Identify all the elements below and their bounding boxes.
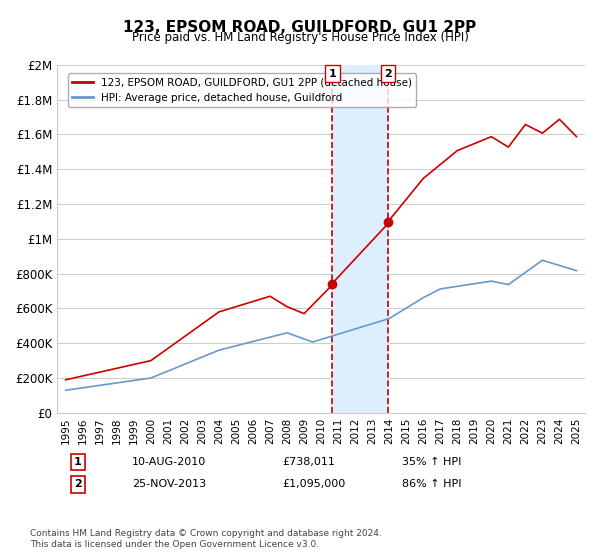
Text: £738,011: £738,011 (282, 457, 335, 467)
Text: 2: 2 (74, 479, 82, 489)
Bar (332, 65, 388, 413)
Text: 10-AUG-2010: 10-AUG-2010 (132, 457, 206, 467)
Text: Price paid vs. HM Land Registry's House Price Index (HPI): Price paid vs. HM Land Registry's House … (131, 31, 469, 44)
Text: 25-NOV-2013: 25-NOV-2013 (132, 479, 206, 489)
Text: 1: 1 (329, 68, 337, 78)
Text: 35% ↑ HPI: 35% ↑ HPI (402, 457, 461, 467)
Text: Contains HM Land Registry data © Crown copyright and database right 2024.
This d: Contains HM Land Registry data © Crown c… (30, 529, 382, 549)
Text: 1: 1 (74, 457, 82, 467)
Legend: 123, EPSOM ROAD, GUILDFORD, GU1 2PP (detached house), HPI: Average price, detach: 123, EPSOM ROAD, GUILDFORD, GU1 2PP (det… (68, 73, 416, 107)
Text: 86% ↑ HPI: 86% ↑ HPI (402, 479, 461, 489)
Text: 123, EPSOM ROAD, GUILDFORD, GU1 2PP: 123, EPSOM ROAD, GUILDFORD, GU1 2PP (124, 20, 476, 35)
Text: 2: 2 (384, 68, 392, 78)
Text: £1,095,000: £1,095,000 (282, 479, 345, 489)
